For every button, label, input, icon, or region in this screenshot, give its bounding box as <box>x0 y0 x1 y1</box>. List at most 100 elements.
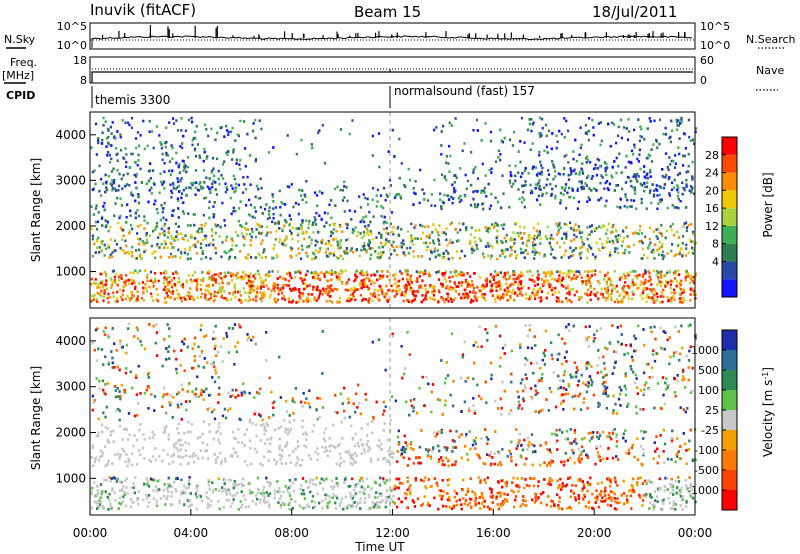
heatmap-cell <box>255 295 258 299</box>
heatmap-cell <box>303 193 306 197</box>
heatmap-cell <box>214 188 217 191</box>
heatmap-cell <box>146 241 149 244</box>
heatmap-cell <box>383 295 386 299</box>
heatmap-cell <box>375 194 378 197</box>
heatmap-cell <box>195 285 198 289</box>
heatmap-cell <box>189 224 192 227</box>
heatmap-cell <box>651 183 654 186</box>
heatmap-cell <box>133 173 136 177</box>
heatmap-cell <box>596 157 599 161</box>
heatmap-cell <box>163 278 166 282</box>
heatmap-cell <box>172 117 175 120</box>
heatmap-cell <box>683 187 686 190</box>
heatmap-cell <box>317 250 320 254</box>
heatmap-cell <box>97 139 100 142</box>
heatmap-cell <box>264 256 267 259</box>
heatmap-cell <box>205 244 208 247</box>
heatmap-cell <box>326 212 329 215</box>
heatmap-cell <box>639 257 643 260</box>
heatmap-cell <box>669 140 672 144</box>
heatmap-cell <box>449 297 452 301</box>
heatmap-cell <box>554 184 557 188</box>
heatmap-cell <box>592 133 595 137</box>
heatmap-cell <box>476 129 479 132</box>
heatmap-cell <box>260 279 263 282</box>
heatmap-cell <box>472 168 475 171</box>
heatmap-cell <box>460 284 463 287</box>
heatmap-cell <box>343 196 346 199</box>
heatmap-cell <box>605 232 608 236</box>
heatmap-cell <box>175 235 178 238</box>
heatmap-cell <box>260 285 263 288</box>
heatmap-cell <box>104 247 108 251</box>
heatmap-cell <box>254 118 257 122</box>
heatmap-cell <box>495 289 498 293</box>
heatmap-cell <box>130 297 133 300</box>
heatmap-cell <box>586 200 589 203</box>
heatmap-cell <box>312 221 315 225</box>
heatmap-cell <box>692 247 695 250</box>
heatmap-cell <box>536 283 539 286</box>
heatmap-cell <box>572 157 575 161</box>
heatmap-cell <box>499 128 502 132</box>
heatmap-cell <box>210 127 213 131</box>
heatmap-cell <box>424 269 427 273</box>
heatmap-cell <box>134 257 137 260</box>
heatmap-cell <box>634 231 637 235</box>
heatmap-cell <box>191 236 194 239</box>
heatmap-cell <box>393 249 396 252</box>
heatmap-cell <box>136 209 139 212</box>
heatmap-cell <box>432 294 436 297</box>
heatmap-cell <box>278 238 281 241</box>
heatmap-cell <box>246 132 249 136</box>
heatmap-cell <box>290 276 293 280</box>
heatmap-cell <box>243 275 246 279</box>
heatmap-cell <box>636 157 639 161</box>
heatmap-cell <box>211 185 214 189</box>
heatmap-cell <box>221 241 224 244</box>
heatmap-cell <box>178 280 181 284</box>
heatmap-cell <box>318 214 321 217</box>
heatmap-cell <box>650 298 653 301</box>
heatmap-cell <box>295 254 298 257</box>
heatmap-cell <box>535 229 538 233</box>
heatmap-cell <box>344 288 347 292</box>
heatmap-cell <box>563 136 566 139</box>
heatmap-cell <box>579 146 582 150</box>
heatmap-cell <box>182 212 186 215</box>
heatmap-cell <box>410 274 413 278</box>
heatmap-cell <box>489 227 492 230</box>
heatmap-cell <box>413 298 417 301</box>
heatmap-cell <box>269 293 272 297</box>
heatmap-cell <box>600 226 603 229</box>
heatmap-cell <box>496 200 500 204</box>
heatmap-cell <box>649 168 652 172</box>
heatmap-cell <box>615 141 618 145</box>
heatmap-cell <box>214 231 217 235</box>
heatmap-cell <box>673 277 677 280</box>
heatmap-cell <box>455 250 458 253</box>
heatmap-cell <box>297 232 300 236</box>
heatmap-cell <box>424 284 427 287</box>
heatmap-cell <box>260 282 263 285</box>
heatmap-cell <box>285 272 289 276</box>
heatmap-cell <box>633 173 636 176</box>
heatmap-cell <box>301 279 304 283</box>
heatmap-cell <box>242 176 245 179</box>
heatmap-cell <box>311 146 314 150</box>
heatmap-cell <box>526 240 529 243</box>
heatmap-cell <box>368 297 371 300</box>
heatmap-cell <box>660 281 663 284</box>
heatmap-cell <box>138 254 141 258</box>
heatmap-cell <box>136 163 139 167</box>
heatmap-cell <box>112 269 115 273</box>
heatmap-cell <box>535 251 538 254</box>
heatmap-cell <box>550 234 553 237</box>
heatmap-cell <box>611 284 615 287</box>
heatmap-cell <box>259 291 262 294</box>
heatmap-cell <box>299 271 302 275</box>
heatmap-cell <box>469 301 472 304</box>
heatmap-cell <box>332 222 335 226</box>
heatmap-cell <box>526 252 529 255</box>
heatmap-cell <box>599 181 602 185</box>
